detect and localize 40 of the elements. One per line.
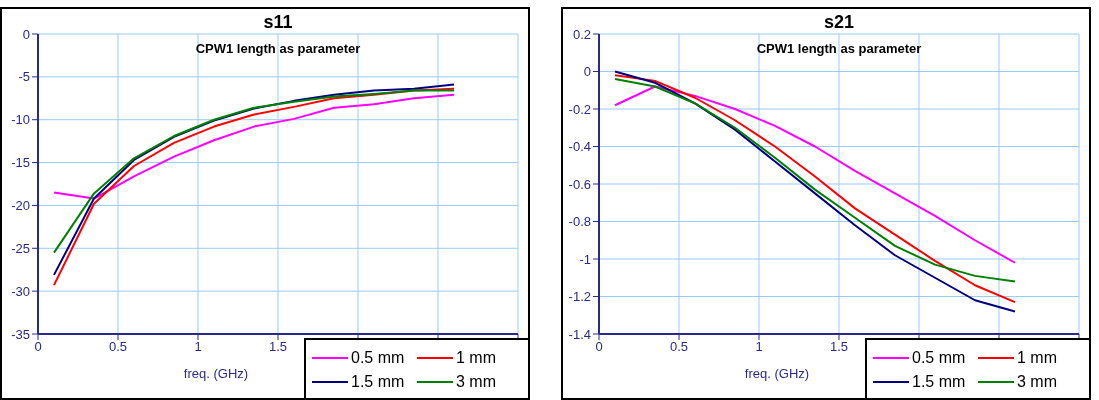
x-tick-label: 1 xyxy=(755,339,763,355)
y-tick-label: -1 xyxy=(579,251,591,267)
y-tick-label: -0.4 xyxy=(568,139,591,155)
legend-label: 0.5 mm xyxy=(912,349,966,367)
x-axis-title: freq. (GHz) xyxy=(744,366,810,381)
x-tick-label: 0.5 xyxy=(669,339,689,355)
legend-label: 1.5 mm xyxy=(351,373,405,391)
line-series xyxy=(53,93,455,200)
y-tick-label: -20 xyxy=(11,198,30,214)
y-tick-label: -0.2 xyxy=(568,101,591,117)
y-tick-label: -0.6 xyxy=(568,176,591,192)
legend-label: 3 mm xyxy=(1017,373,1057,391)
text: CPW1 length as parameter xyxy=(194,41,362,57)
x-tick-label: 1 xyxy=(194,339,202,355)
legend-label: 3 mm xyxy=(456,373,496,391)
y-tick-label: 0 xyxy=(583,64,591,80)
y-tick-label: -30 xyxy=(11,283,30,299)
y-tick-label: -1.2 xyxy=(568,289,591,305)
x-tick-label: 0.5 xyxy=(108,339,128,355)
y-tick-label: -35 xyxy=(11,326,30,342)
legend-label: 0.5 mm xyxy=(351,349,405,367)
chart-title: s21 xyxy=(822,12,855,32)
y-tick-label: 0.2 xyxy=(572,26,591,42)
y-tick-label: -5 xyxy=(18,69,30,85)
x-tick-label: 1.5 xyxy=(268,339,288,355)
y-tick-label: -15 xyxy=(11,155,30,171)
y-tick-label: -0.8 xyxy=(568,214,591,230)
chart-title: s11 xyxy=(262,12,294,32)
x-axis-title: freq. (GHz) xyxy=(183,366,249,381)
y-tick-label: -1.4 xyxy=(568,326,591,342)
x-tick-label: 0 xyxy=(595,339,603,355)
legend-label: 1.5 mm xyxy=(912,373,966,391)
x-tick-label: 1.5 xyxy=(829,339,849,355)
legend-label: 1 mm xyxy=(1017,349,1057,367)
y-tick-label: -10 xyxy=(11,112,30,128)
legend-label: 1 mm xyxy=(456,349,496,367)
text: CPW1 length as parameter xyxy=(755,41,923,57)
y-tick-label: -25 xyxy=(11,240,30,256)
y-tick-label: 0 xyxy=(22,26,30,42)
x-tick-label: 0 xyxy=(34,339,42,355)
